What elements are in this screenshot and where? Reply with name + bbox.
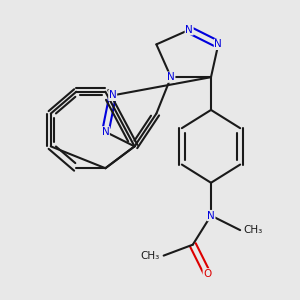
Text: CH₃: CH₃ (244, 225, 263, 235)
Text: N: N (207, 211, 215, 220)
Text: N: N (167, 72, 175, 82)
Text: N: N (214, 39, 222, 50)
Text: N: N (109, 90, 116, 100)
Text: CH₃: CH₃ (141, 250, 160, 261)
Text: O: O (203, 269, 212, 279)
Text: N: N (101, 127, 109, 137)
Text: N: N (185, 25, 193, 35)
